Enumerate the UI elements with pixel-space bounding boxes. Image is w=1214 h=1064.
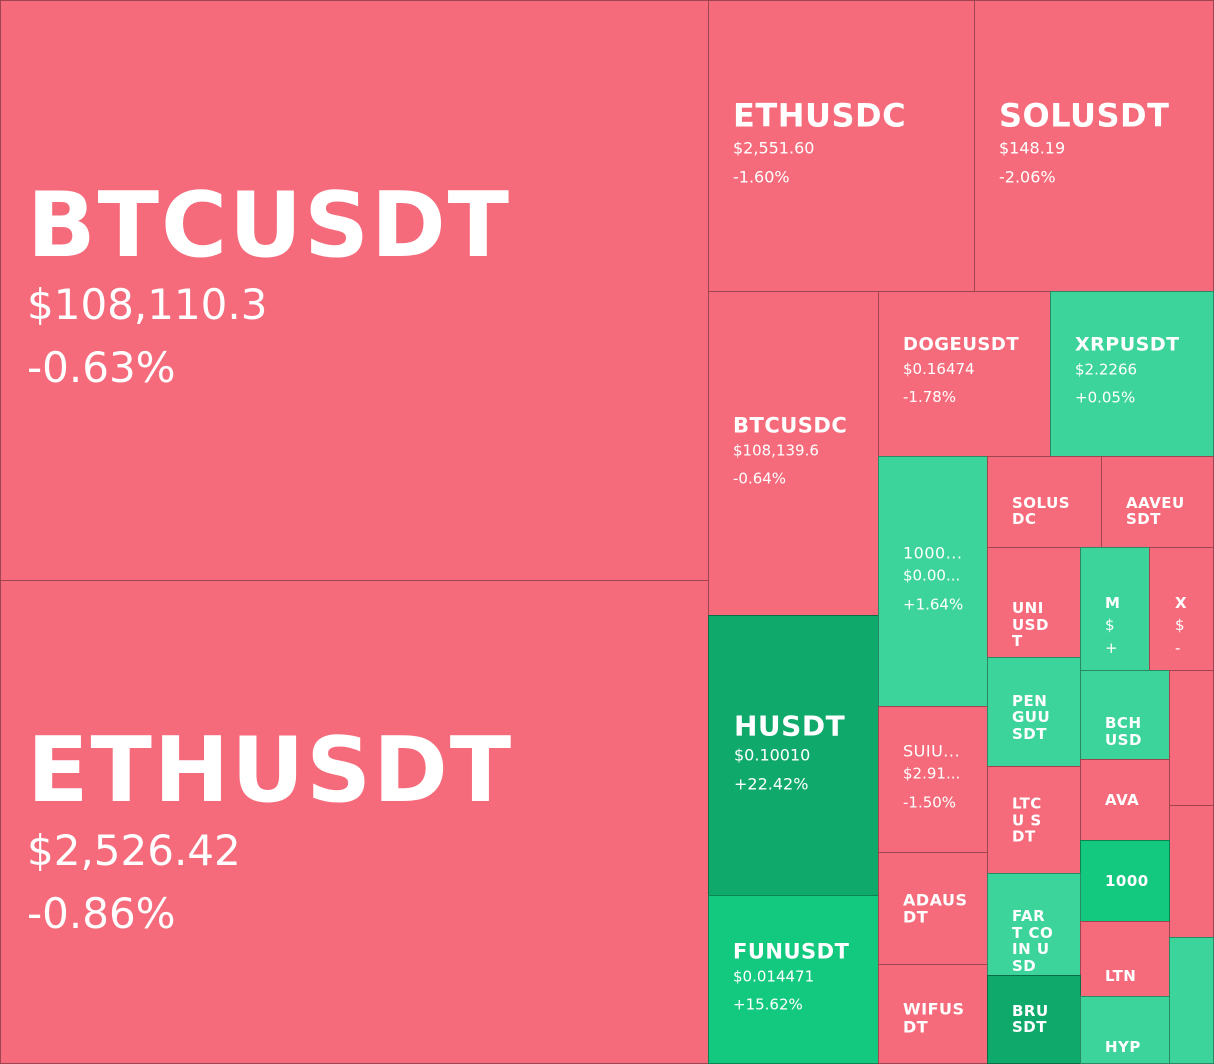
tile-ltcusdt[interactable]: LTCU SDT bbox=[987, 766, 1081, 874]
symbol-label: DOGEUSDT bbox=[903, 334, 1020, 356]
tile-bchusd[interactable]: BCH USD bbox=[1080, 670, 1170, 760]
symbol-label: AVA bbox=[1105, 790, 1140, 809]
symbol-label: M bbox=[1105, 593, 1121, 612]
symbol-label: SOLUSDT bbox=[999, 96, 1170, 135]
price-label: $108,110.3 bbox=[27, 279, 268, 329]
tile-penguusdt[interactable]: PEN GUU SDT bbox=[987, 657, 1081, 767]
change-label: -0.64% bbox=[733, 469, 787, 488]
symbol-label: SOLUS DC bbox=[1012, 494, 1071, 529]
symbol-label: SUIU... bbox=[903, 741, 961, 761]
tile-hyp[interactable]: HYP bbox=[1080, 996, 1170, 1064]
tile-solusdc[interactable]: SOLUS DC bbox=[987, 456, 1102, 548]
tile-ethusdt[interactable]: ETHUSDT $2,526.42 -0.86% bbox=[0, 580, 709, 1064]
tile-unlabeled-1[interactable] bbox=[1169, 670, 1214, 806]
symbol-label: X bbox=[1175, 593, 1188, 612]
symbol-label: ETHUSDC bbox=[733, 96, 907, 135]
price-label: $ bbox=[1105, 616, 1116, 635]
tile-x-token[interactable]: X $ - bbox=[1149, 547, 1214, 671]
change-label: +15.62% bbox=[733, 995, 803, 1014]
tile-unlabeled-3[interactable] bbox=[1169, 937, 1214, 1064]
tile-uniusdt[interactable]: UNI USD T bbox=[987, 547, 1081, 658]
tile-xrpusdt[interactable]: XRPUSDT $2.2266 +0.05% bbox=[1050, 291, 1214, 457]
tile-solusdt[interactable]: SOLUSDT $148.19 -2.06% bbox=[974, 0, 1214, 292]
symbol-label: 1000 bbox=[1105, 871, 1149, 890]
symbol-label: LTCU SDT bbox=[1012, 794, 1042, 846]
change-label: -1.50% bbox=[903, 793, 957, 812]
symbol-label: XRPUSDT bbox=[1075, 333, 1180, 356]
tile-btcusdt[interactable]: BTCUSDT $108,110.3 -0.63% bbox=[0, 0, 709, 581]
symbol-label: AAVEU SDT bbox=[1126, 494, 1185, 529]
change-label: - bbox=[1175, 638, 1181, 657]
change-label: +0.05% bbox=[1075, 388, 1136, 407]
symbol-label: FART COIN USD bbox=[1012, 908, 1054, 975]
change-label: -1.78% bbox=[903, 388, 957, 407]
tile-husdt[interactable]: HUSDT $0.10010 +22.42% bbox=[708, 615, 879, 896]
price-label: $2,526.42 bbox=[27, 825, 241, 875]
tile-fartcoin[interactable]: FART COIN USD bbox=[987, 873, 1081, 976]
price-label: $0.00... bbox=[903, 566, 961, 585]
symbol-label: WIFUS DT bbox=[903, 999, 965, 1036]
price-label: $148.19 bbox=[999, 138, 1066, 158]
change-label: -1.60% bbox=[733, 167, 790, 187]
tile-wifusdt[interactable]: WIFUS DT bbox=[878, 964, 988, 1064]
symbol-label: UNI USD T bbox=[1012, 600, 1049, 651]
symbol-label: FUNUSDT bbox=[733, 938, 850, 963]
change-label: -2.06% bbox=[999, 167, 1056, 187]
tile-ltn[interactable]: LTN bbox=[1080, 921, 1170, 997]
symbol-label: BTCUSDC bbox=[733, 412, 848, 437]
symbol-label: BCH USD bbox=[1105, 715, 1142, 749]
change-label: + bbox=[1105, 638, 1119, 657]
symbol-label: 1000... bbox=[903, 543, 963, 563]
tile-m-token[interactable]: M $ + bbox=[1080, 547, 1150, 671]
symbol-label: HUSDT bbox=[734, 709, 846, 743]
change-label: +22.42% bbox=[734, 775, 809, 795]
tile-bru[interactable]: BRU SDT bbox=[987, 975, 1081, 1064]
tile-1000-token-b[interactable]: 1000 bbox=[1080, 840, 1170, 922]
price-label: $0.16474 bbox=[903, 359, 975, 378]
symbol-label: ETHUSDT bbox=[27, 717, 514, 823]
price-label: $0.014471 bbox=[733, 967, 815, 986]
price-label: $0.10010 bbox=[734, 745, 811, 765]
tile-dogeusdt[interactable]: DOGEUSDT $0.16474 -1.78% bbox=[878, 291, 1051, 457]
price-label: $108,139.6 bbox=[733, 441, 819, 460]
symbol-label: PEN GUU SDT bbox=[1012, 692, 1051, 743]
price-label: $2,551.60 bbox=[733, 138, 815, 158]
change-label: -0.86% bbox=[27, 888, 176, 938]
tile-ava[interactable]: AVA bbox=[1080, 759, 1170, 841]
tile-aaveusdt[interactable]: AAVEU SDT bbox=[1101, 456, 1214, 548]
price-label: $ bbox=[1175, 616, 1186, 635]
tile-adausdt[interactable]: ADAUS DT bbox=[878, 852, 988, 965]
price-label: $2.2266 bbox=[1075, 360, 1138, 379]
price-label: $2.91... bbox=[903, 764, 961, 783]
symbol-label: LTN bbox=[1105, 967, 1137, 985]
symbol-label: BTCUSDT bbox=[27, 172, 512, 278]
tile-unlabeled-2[interactable] bbox=[1169, 805, 1214, 938]
tile-suiusdt[interactable]: SUIU... $2.91... -1.50% bbox=[878, 706, 988, 853]
tile-1000-token[interactable]: 1000... $0.00... +1.64% bbox=[878, 456, 988, 707]
tile-funusdt[interactable]: FUNUSDT $0.014471 +15.62% bbox=[708, 895, 879, 1064]
symbol-label: HYP bbox=[1105, 1039, 1141, 1057]
symbol-label: ADAUS DT bbox=[903, 889, 968, 927]
change-label: +1.64% bbox=[903, 595, 964, 614]
change-label: -0.63% bbox=[27, 342, 176, 392]
tile-ethusdc[interactable]: ETHUSDC $2,551.60 -1.60% bbox=[708, 0, 975, 292]
symbol-label: BRU SDT bbox=[1012, 1002, 1049, 1037]
tile-btcusdc[interactable]: BTCUSDC $108,139.6 -0.64% bbox=[708, 291, 879, 616]
